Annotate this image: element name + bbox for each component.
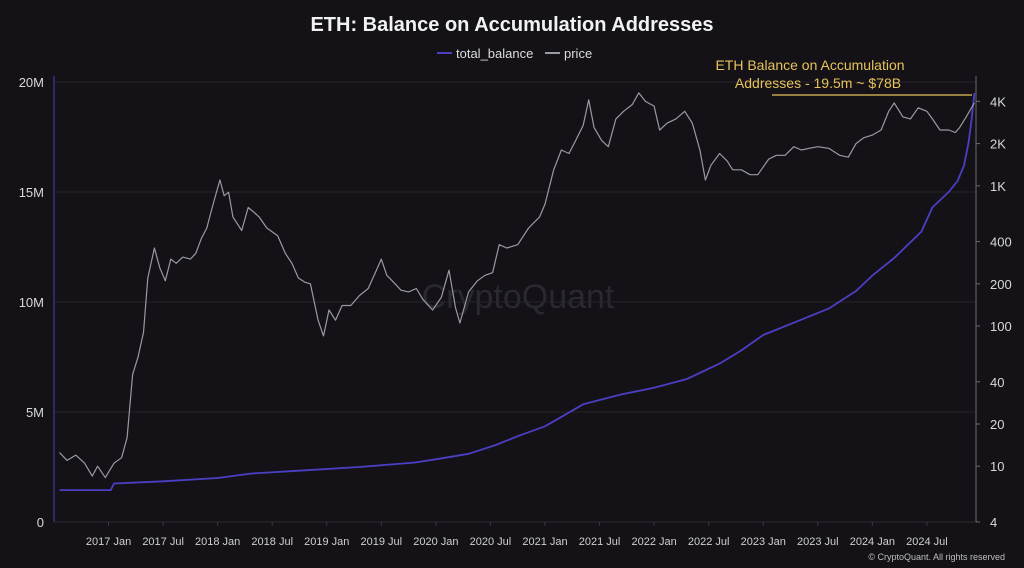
y-axis-left-ticks: 0 5M 10M 15M 20M [19, 75, 44, 530]
credit-text: © CryptoQuant. All rights reserved [868, 552, 1005, 562]
y-right-tick-label: 4 [990, 515, 997, 530]
y-right-tick-label: 1K [990, 179, 1006, 194]
legend-label-price[interactable]: price [564, 46, 592, 61]
annotation-line1: ETH Balance on Accumulation [715, 57, 904, 73]
x-tick-label: 2023 Jan [741, 536, 786, 548]
y-right-tick-label: 10 [990, 459, 1004, 474]
grid [54, 81, 976, 413]
y-right-tick-label: 4K [990, 94, 1006, 109]
y-left-tick-label: 0 [37, 515, 44, 530]
series-line-price [59, 92, 975, 479]
y-right-tick-label: 200 [990, 277, 1012, 292]
x-tick-label: 2023 Jul [797, 536, 839, 548]
y-left-tick-label: 20M [19, 75, 44, 90]
series-layer [59, 92, 976, 491]
y-left-tick-label: 10M [19, 295, 44, 310]
y-right-tick-label: 400 [990, 235, 1012, 250]
x-tick-label: 2020 Jan [413, 536, 458, 548]
y-right-tick-label: 100 [990, 319, 1012, 334]
x-axis-ticks: 2017 Jan 2017 Jul 2018 Jan 2018 Jul 2019 Jan… [86, 522, 948, 548]
x-tick-label: 2017 Jan [86, 536, 131, 548]
x-tick-label: 2018 Jan [195, 536, 240, 548]
watermark: CryptoQuant [422, 278, 615, 316]
x-tick-label: 2022 Jan [631, 536, 676, 548]
x-tick-label: 2017 Jul [142, 536, 184, 548]
x-tick-label: 2021 Jan [522, 536, 567, 548]
series-line-total-balance [59, 92, 976, 491]
y-left-tick-label: 15M [19, 185, 44, 200]
x-tick-label: 2018 Jul [251, 536, 293, 548]
y-left-tick-label: 5M [26, 405, 44, 420]
x-tick-label: 2024 Jul [906, 536, 948, 548]
chart-title: ETH: Balance on Accumulation Addresses [310, 14, 713, 36]
x-tick-label: 2019 Jan [304, 536, 349, 548]
x-tick-label: 2021 Jul [579, 536, 621, 548]
x-tick-label: 2022 Jul [688, 536, 730, 548]
legend-label-total-balance[interactable]: total_balance [456, 46, 533, 61]
annotation-line2: Addresses - 19.5m ~ $78B [735, 75, 901, 91]
y-right-tick-label: 20 [990, 417, 1004, 432]
x-tick-label: 2024 Jan [850, 536, 895, 548]
y-axis-right-ticks: 4 10 20 40 100 200 400 1K 2K 4K [976, 94, 1012, 530]
legend: total_balance price [437, 46, 592, 61]
x-tick-label: 2020 Jul [470, 536, 512, 548]
y-right-tick-label: 2K [990, 137, 1006, 152]
y-right-tick-label: 40 [990, 375, 1004, 390]
x-tick-label: 2019 Jul [361, 536, 403, 548]
